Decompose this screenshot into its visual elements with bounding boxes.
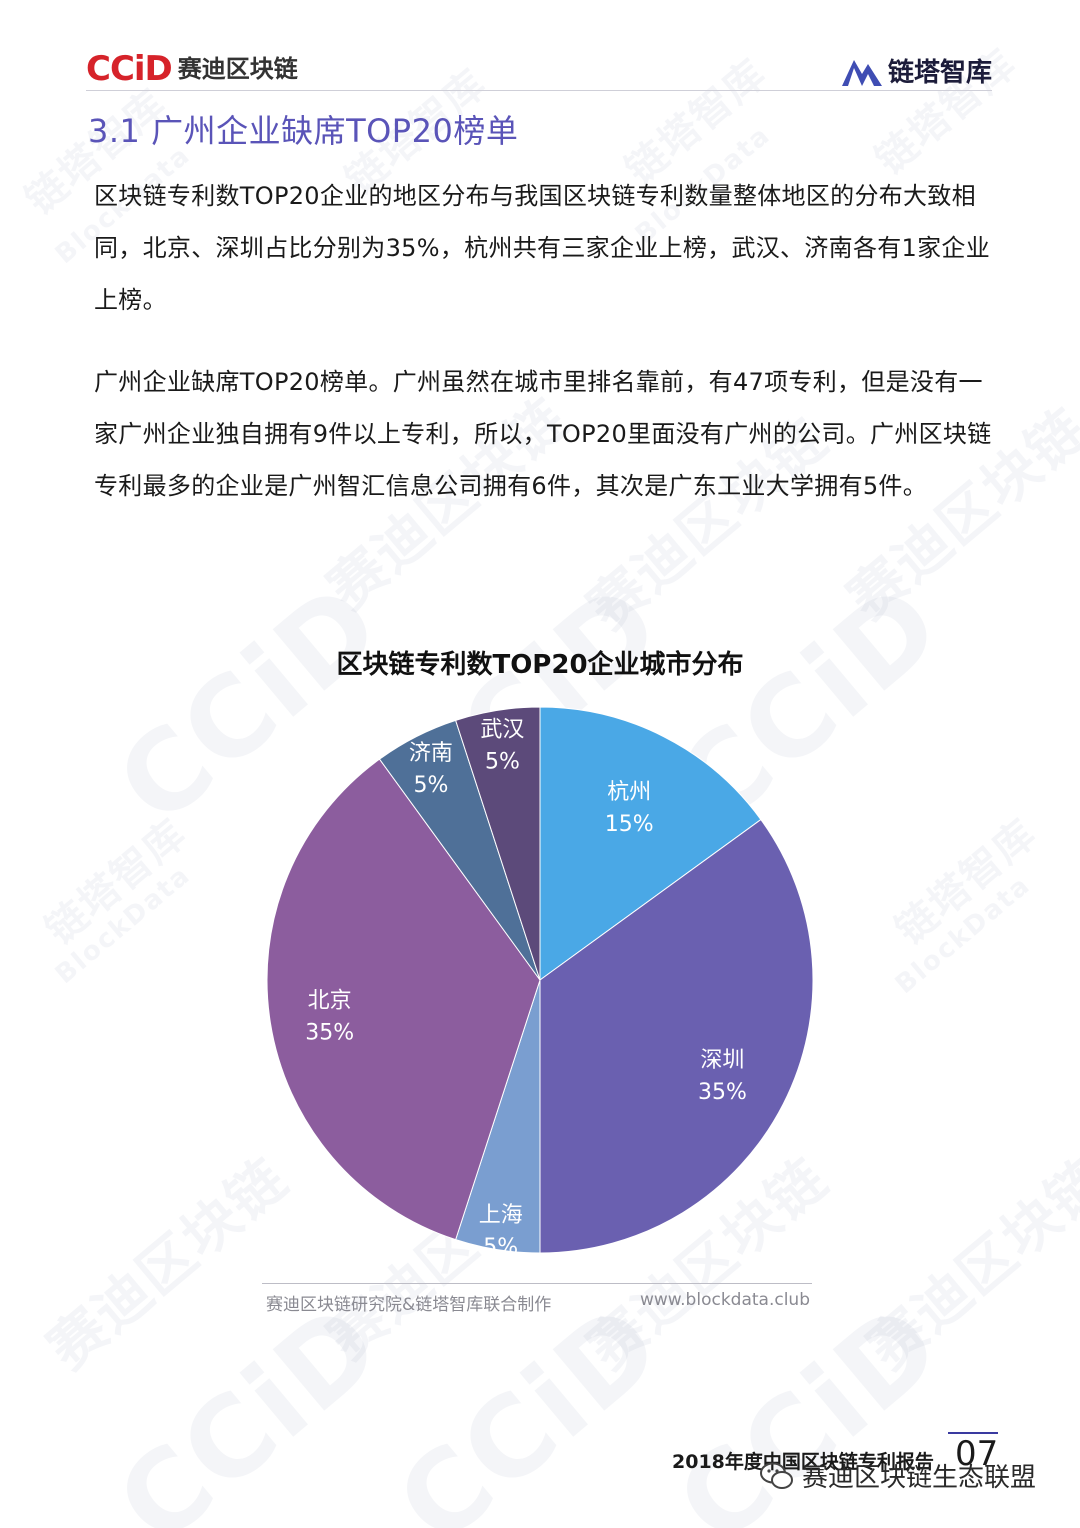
chart-source-credit: 赛迪区块链研究院&链塔智库联合制作 [266, 1290, 551, 1315]
slice-value-label: 35% [305, 1020, 354, 1045]
slice-label: 北京 [308, 988, 352, 1013]
wechat-account: 赛迪区块链生态联盟 [760, 1457, 1036, 1494]
slice-label: 深圳 [700, 1048, 744, 1073]
slice-value-label: 5% [483, 1235, 518, 1260]
slice-value-label: 15% [605, 812, 654, 837]
wechat-icon [760, 1462, 794, 1490]
chart-source-url: www.blockdata.club [640, 1290, 810, 1310]
slice-label: 济南 [409, 741, 453, 766]
wechat-account-name: 赛迪区块链生态联盟 [802, 1457, 1036, 1494]
source-divider [262, 1283, 812, 1284]
slice-label: 上海 [479, 1203, 523, 1228]
slice-value-label: 35% [698, 1080, 747, 1105]
slice-value-label: 5% [485, 750, 520, 775]
slice-value-label: 5% [413, 773, 448, 798]
slice-label: 杭州 [607, 780, 651, 805]
slice-label: 武汉 [480, 718, 524, 743]
